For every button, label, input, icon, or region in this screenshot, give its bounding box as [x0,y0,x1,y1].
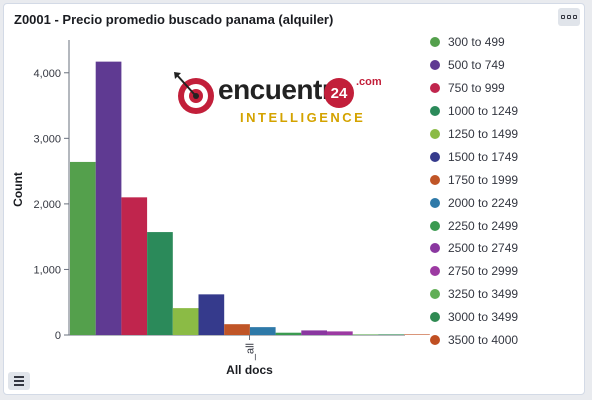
legend-label: 2250 to 2499 [448,218,519,233]
x-axis-title: All docs [226,363,273,377]
bar-2250-to-2499 [275,332,302,335]
legend-item[interactable]: 3000 to 3499 [430,306,570,329]
bar-3250-to-3499 [352,334,379,335]
legend-label: 2000 to 2249 [448,195,519,210]
legend-item[interactable]: 2250 to 2499 [430,214,570,237]
panel-options-button[interactable] [558,8,580,26]
legend-swatch [430,289,440,300]
y-tick-label: 0 [55,330,61,342]
logo-domain: .com [356,76,382,88]
legend-item[interactable]: 2500 to 2749 [430,237,570,260]
bar-750-to-999 [121,197,148,335]
logo-number-badge: 24 [324,78,354,108]
bar-2000-to-2249 [249,327,276,335]
bar-500-to-749 [95,61,122,336]
y-tick-label: 4,000 [33,68,61,80]
legend-swatch [430,220,440,231]
legend-swatch [430,174,440,185]
legend-swatch [430,37,440,48]
legend-item[interactable]: 300 to 499 [430,31,570,54]
bar-3500-to-4000 [404,334,430,335]
legend-swatch [430,243,440,254]
list-icon-line [14,380,24,382]
encuentra24-logo: encuentra 24 .com INTELLIGENCE [172,64,382,134]
legend-item[interactable]: 3500 to 4000 [430,329,570,352]
bar-2750-to-2999 [327,331,353,335]
legend-item[interactable]: 1250 to 1499 [430,123,570,146]
y-axis-title: Count [11,172,25,207]
logo-tagline: INTELLIGENCE [240,110,366,125]
options-dot-icon [567,15,571,19]
bar-1250-to-1499 [172,308,199,335]
y-tick-label: 3,000 [33,133,61,145]
legend-swatch [430,266,440,277]
y-tick-label: 1,000 [33,264,61,276]
legend-label: 1500 to 1749 [448,149,519,164]
bar-1000-to-1249 [147,232,173,335]
legend-swatch [430,83,440,94]
legend-swatch [430,335,440,346]
legend-item[interactable]: 1750 to 1999 [430,168,570,191]
legend-item[interactable]: 750 to 999 [430,77,570,100]
x-tick-label: _all [245,343,257,361]
bar-3000-to-3499 [378,334,405,335]
legend-item[interactable]: 3250 to 3499 [430,283,570,306]
legend-label: 3000 to 3499 [448,310,519,325]
panel-title: Z0001 - Precio promedio buscado panama (… [14,12,334,27]
legend-item[interactable]: 2000 to 2249 [430,191,570,214]
legend-label: 3250 to 3499 [448,287,519,302]
legend-swatch [430,312,440,323]
target-icon [174,72,214,114]
legend-label: 2750 to 2999 [448,264,519,279]
legend-label: 2500 to 2749 [448,241,519,256]
legend-swatch [430,129,440,139]
legend-label: 300 to 499 [448,35,505,50]
legend-label: 500 to 749 [448,58,505,73]
list-icon-line [14,384,24,386]
bar-1500-to-1749 [198,294,225,335]
legend-item[interactable]: 1000 to 1249 [430,100,570,123]
bar-1750-to-1999 [224,324,250,335]
legend-item[interactable]: 2750 to 2999 [430,260,570,283]
chart-legend: 300 to 499 500 to 749 750 to 999 1000 to 12… [430,31,570,351]
legend-swatch [430,197,440,208]
legend-toggle-button[interactable] [8,372,30,390]
legend-label: 1000 to 1249 [448,104,519,119]
legend-item[interactable]: 1500 to 1749 [430,145,570,168]
options-dot-icon [573,15,577,19]
options-dot-icon [561,15,565,19]
legend-swatch [430,151,440,162]
legend-swatch [430,106,440,117]
legend-label: 750 to 999 [448,81,505,96]
bar-300-to-499 [70,161,96,335]
legend-swatch [430,60,440,71]
legend-item[interactable]: 500 to 749 [430,54,570,77]
y-tick-label: 2,000 [33,199,61,211]
legend-label: 3500 to 4000 [448,333,519,348]
list-icon-line [14,376,24,378]
bar-2500-to-2749 [301,330,327,335]
legend-label: 1250 to 1499 [448,127,519,141]
legend-label: 1750 to 1999 [448,172,519,187]
